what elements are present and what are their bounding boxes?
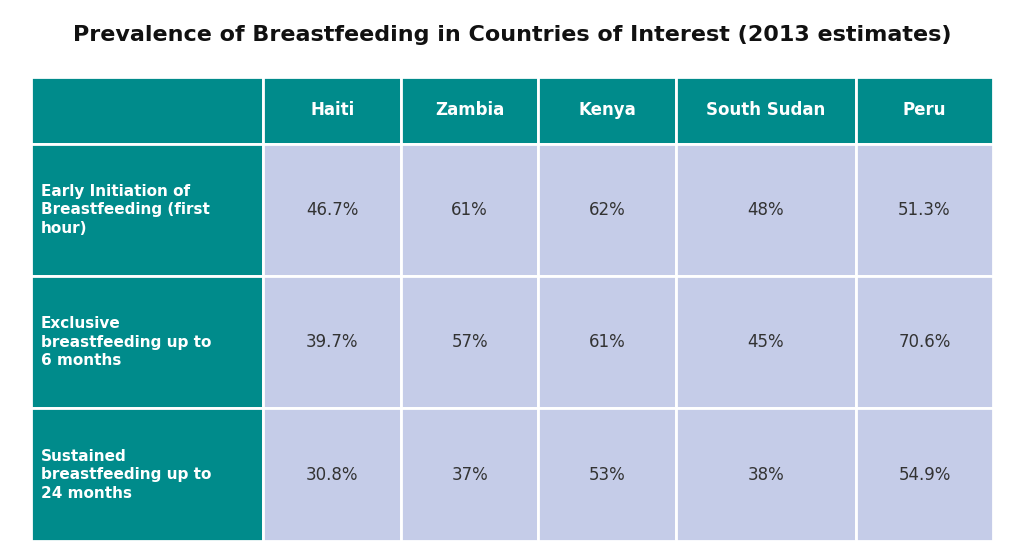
Text: 37%: 37% (452, 466, 488, 484)
Text: 54.9%: 54.9% (898, 466, 950, 484)
Bar (401, 144, 539, 276)
Text: 57%: 57% (452, 333, 488, 351)
Text: 51.3%: 51.3% (898, 201, 951, 219)
Text: Prevalence of Breastfeeding in Countries of Interest (2013 estimates): Prevalence of Breastfeeding in Countries… (73, 25, 951, 45)
Bar (401, 276, 539, 408)
Bar (856, 77, 993, 144)
Text: Zambia: Zambia (435, 102, 504, 119)
Text: 70.6%: 70.6% (898, 333, 950, 351)
Bar (676, 144, 856, 276)
Text: 53%: 53% (589, 466, 626, 484)
Bar (401, 77, 539, 144)
Bar (539, 276, 676, 408)
Bar (676, 77, 856, 144)
Text: Exclusive
breastfeeding up to
6 months: Exclusive breastfeeding up to 6 months (41, 316, 211, 368)
Text: 46.7%: 46.7% (306, 201, 358, 219)
Bar (263, 276, 401, 408)
Bar (676, 408, 856, 541)
Text: 39.7%: 39.7% (306, 333, 358, 351)
Text: 62%: 62% (589, 201, 626, 219)
Text: 61%: 61% (589, 333, 626, 351)
Text: Kenya: Kenya (579, 102, 636, 119)
Text: 30.8%: 30.8% (306, 466, 358, 484)
Text: Haiti: Haiti (310, 102, 354, 119)
Text: 38%: 38% (748, 466, 784, 484)
Bar (676, 276, 856, 408)
Bar (31, 276, 263, 408)
Bar (263, 144, 401, 276)
Text: 61%: 61% (452, 201, 488, 219)
Bar (31, 408, 263, 541)
Bar (263, 408, 401, 541)
Bar (263, 77, 401, 144)
Text: Peru: Peru (903, 102, 946, 119)
Bar (539, 408, 676, 541)
Bar (539, 144, 676, 276)
Bar (856, 408, 993, 541)
Bar (401, 408, 539, 541)
Text: Sustained
breastfeeding up to
24 months: Sustained breastfeeding up to 24 months (41, 449, 211, 501)
Text: 45%: 45% (748, 333, 784, 351)
Bar (856, 144, 993, 276)
Bar (31, 77, 263, 144)
Text: 48%: 48% (748, 201, 784, 219)
Bar (856, 276, 993, 408)
Text: Early Initiation of
Breastfeeding (first
hour): Early Initiation of Breastfeeding (first… (41, 184, 210, 236)
Bar (31, 144, 263, 276)
Bar (539, 77, 676, 144)
Text: South Sudan: South Sudan (707, 102, 825, 119)
